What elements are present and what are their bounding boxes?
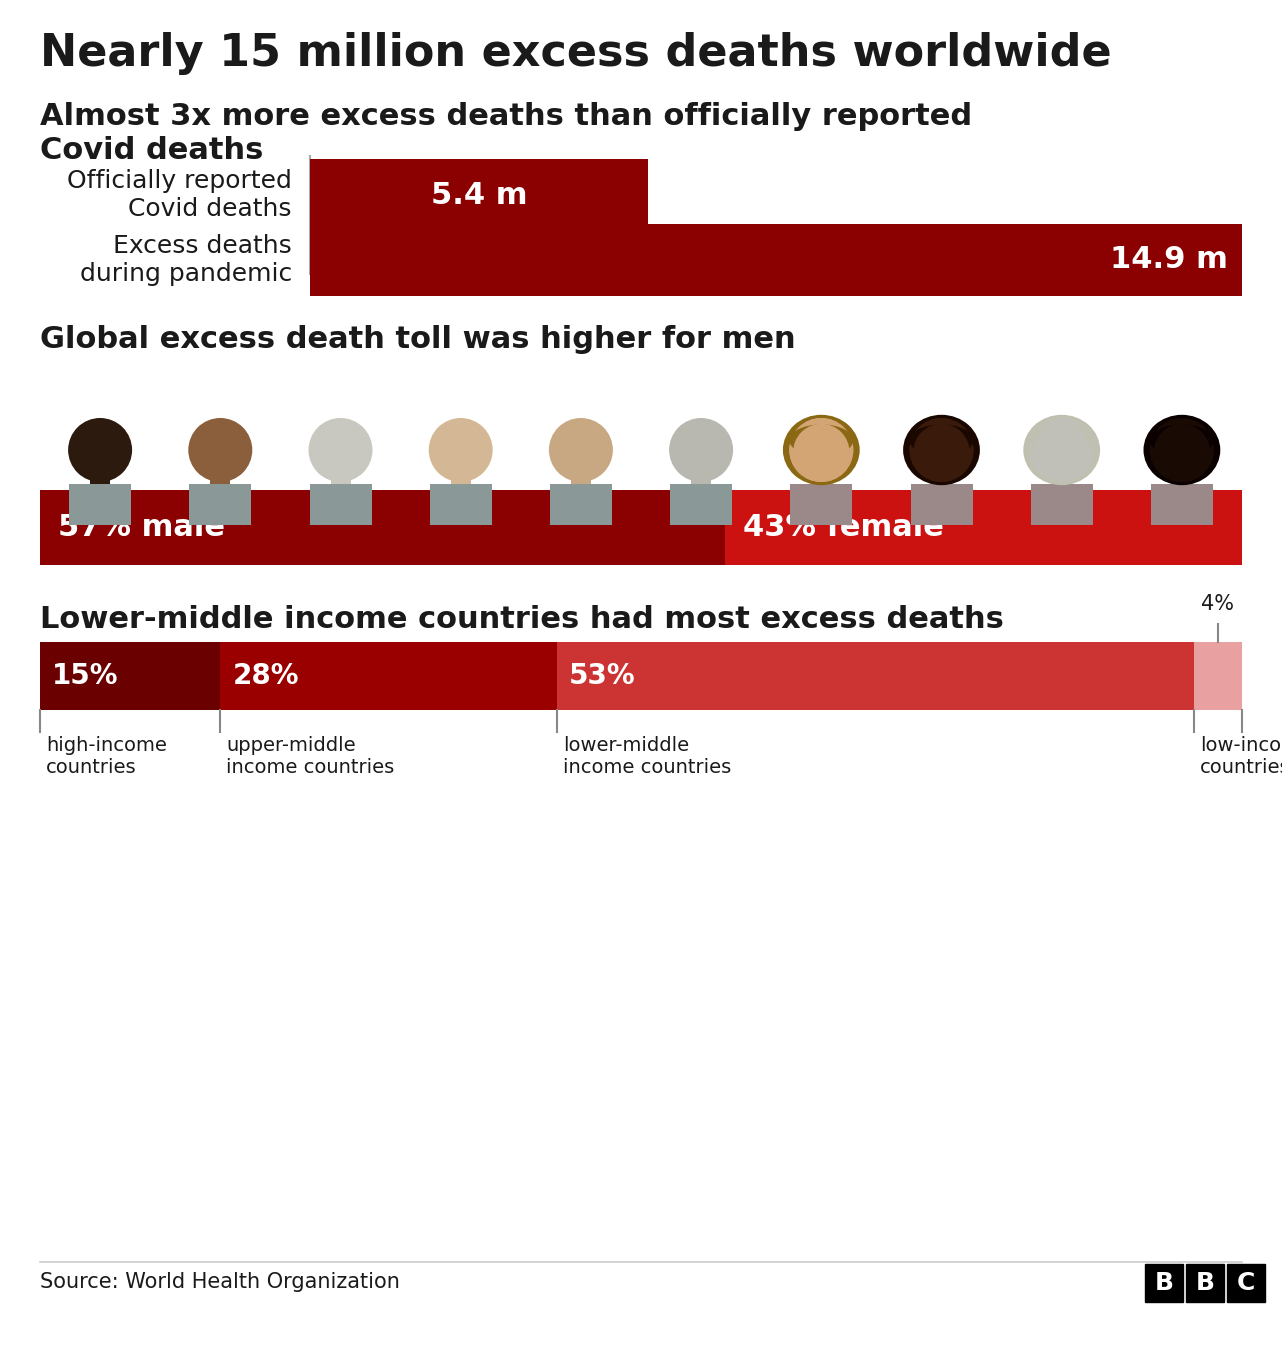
- Text: lower-middle
income countries: lower-middle income countries: [563, 736, 731, 778]
- Circle shape: [790, 418, 854, 482]
- FancyBboxPatch shape: [1051, 477, 1072, 485]
- Text: 14.9 m: 14.9 m: [1110, 246, 1228, 274]
- FancyBboxPatch shape: [726, 490, 1242, 566]
- FancyBboxPatch shape: [1172, 477, 1192, 485]
- FancyBboxPatch shape: [310, 159, 647, 231]
- FancyBboxPatch shape: [670, 485, 732, 525]
- Circle shape: [794, 424, 850, 481]
- Ellipse shape: [783, 414, 860, 485]
- Text: 28%: 28%: [232, 662, 299, 690]
- Text: high-income
countries: high-income countries: [46, 736, 167, 778]
- FancyBboxPatch shape: [1145, 1264, 1183, 1301]
- Circle shape: [1154, 424, 1210, 481]
- Text: Lower-middle income countries had most excess deaths: Lower-middle income countries had most e…: [40, 605, 1004, 634]
- FancyBboxPatch shape: [190, 485, 251, 525]
- Text: low-income
countries: low-income countries: [1200, 736, 1282, 778]
- FancyBboxPatch shape: [1151, 485, 1213, 525]
- FancyBboxPatch shape: [910, 485, 973, 525]
- Ellipse shape: [1144, 414, 1220, 485]
- FancyBboxPatch shape: [932, 477, 951, 485]
- Text: 15%: 15%: [53, 662, 118, 690]
- Text: Global excess death toll was higher for men: Global excess death toll was higher for …: [40, 325, 796, 354]
- FancyBboxPatch shape: [556, 643, 1194, 710]
- Circle shape: [913, 424, 969, 481]
- Circle shape: [68, 418, 132, 482]
- Text: Excess deaths
during pandemic: Excess deaths during pandemic: [79, 234, 292, 286]
- FancyBboxPatch shape: [69, 485, 131, 525]
- FancyBboxPatch shape: [310, 224, 1242, 296]
- Circle shape: [1029, 418, 1094, 482]
- Ellipse shape: [1029, 424, 1094, 456]
- Circle shape: [188, 418, 253, 482]
- Ellipse shape: [909, 424, 973, 456]
- Circle shape: [1029, 418, 1094, 482]
- FancyBboxPatch shape: [40, 643, 221, 710]
- FancyBboxPatch shape: [790, 485, 853, 525]
- Ellipse shape: [903, 414, 979, 485]
- FancyBboxPatch shape: [90, 477, 110, 485]
- Ellipse shape: [1023, 414, 1100, 485]
- FancyBboxPatch shape: [210, 477, 231, 485]
- Text: Source: World Health Organization: Source: World Health Organization: [40, 1272, 400, 1292]
- FancyBboxPatch shape: [1031, 485, 1092, 525]
- Circle shape: [1150, 418, 1214, 482]
- FancyBboxPatch shape: [1186, 1264, 1224, 1301]
- Circle shape: [909, 418, 973, 482]
- FancyBboxPatch shape: [691, 477, 712, 485]
- Circle shape: [790, 418, 854, 482]
- Text: 5.4 m: 5.4 m: [431, 181, 527, 209]
- FancyBboxPatch shape: [570, 477, 591, 485]
- Text: 4%: 4%: [1201, 594, 1235, 614]
- Circle shape: [1150, 418, 1214, 482]
- FancyBboxPatch shape: [309, 485, 372, 525]
- Circle shape: [909, 418, 973, 482]
- Text: C: C: [1237, 1270, 1255, 1295]
- Text: 57% male: 57% male: [58, 513, 226, 541]
- FancyBboxPatch shape: [331, 477, 350, 485]
- Text: Almost 3x more excess deaths than officially reported
Covid deaths: Almost 3x more excess deaths than offici…: [40, 103, 972, 165]
- FancyBboxPatch shape: [429, 485, 492, 525]
- Circle shape: [669, 418, 733, 482]
- Text: B: B: [1196, 1270, 1214, 1295]
- Ellipse shape: [1150, 424, 1214, 456]
- FancyBboxPatch shape: [550, 485, 612, 525]
- FancyBboxPatch shape: [1227, 1264, 1265, 1301]
- Text: Nearly 15 million excess deaths worldwide: Nearly 15 million excess deaths worldwid…: [40, 32, 1111, 76]
- Circle shape: [1033, 424, 1090, 481]
- Text: B: B: [1155, 1270, 1173, 1295]
- Text: upper-middle
income countries: upper-middle income countries: [227, 736, 395, 778]
- FancyBboxPatch shape: [1194, 643, 1242, 710]
- Ellipse shape: [790, 424, 854, 456]
- Circle shape: [549, 418, 613, 482]
- Text: 53%: 53%: [569, 662, 636, 690]
- FancyBboxPatch shape: [812, 477, 831, 485]
- FancyBboxPatch shape: [40, 490, 726, 566]
- FancyBboxPatch shape: [451, 477, 470, 485]
- Circle shape: [428, 418, 492, 482]
- Text: Officially reported
Covid deaths: Officially reported Covid deaths: [67, 169, 292, 221]
- Text: 43% female: 43% female: [744, 513, 944, 541]
- Circle shape: [309, 418, 373, 482]
- FancyBboxPatch shape: [221, 643, 556, 710]
